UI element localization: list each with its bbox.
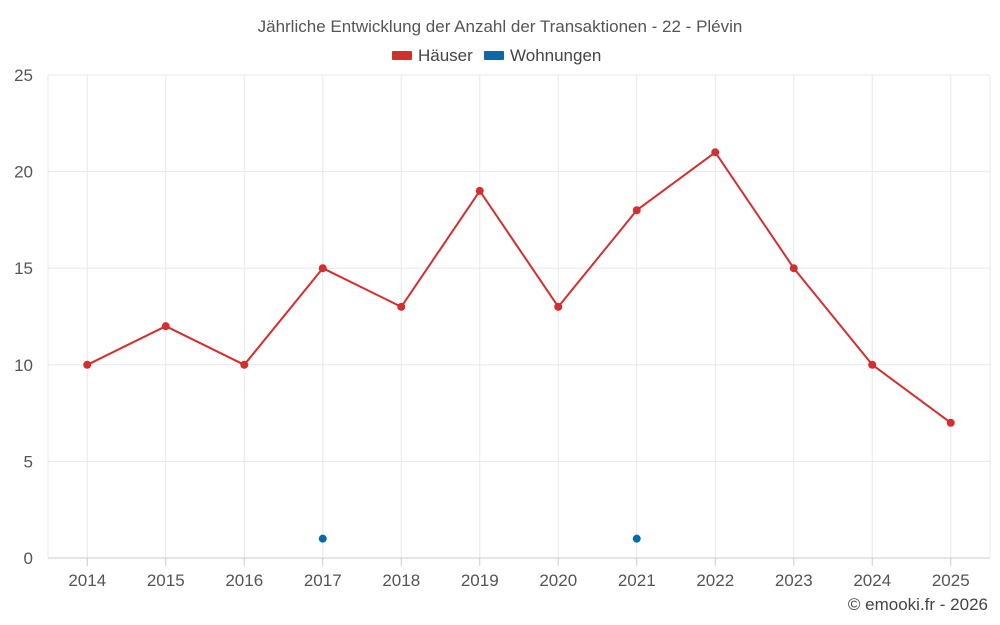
legend-swatch-h-user [392,51,412,60]
y-tick-label: 20 [14,163,33,182]
x-tick-label: 2017 [304,571,342,590]
data-point-h-user-2021[interactable] [632,206,641,215]
x-tick-label: 2023 [775,571,813,590]
x-tick-label: 2020 [539,571,577,590]
data-point-h-user-2018[interactable] [397,302,406,311]
credit-text: © emooki.fr - 2026 [848,595,988,614]
y-tick-label: 25 [14,66,33,85]
data-point-h-user-2020[interactable] [554,302,563,311]
data-point-h-user-2019[interactable] [475,186,484,195]
x-tick-label: 2021 [618,571,656,590]
x-tick-label: 2019 [461,571,499,590]
series [83,148,955,543]
x-tick-label: 2018 [382,571,420,590]
data-point-h-user-2014[interactable] [83,360,92,369]
data-point-wohnungen-2021[interactable] [632,534,641,543]
y-tick-label: 5 [24,452,33,471]
data-point-h-user-2023[interactable] [789,264,798,273]
chart-title: Jährliche Entwicklung der Anzahl der Tra… [258,17,743,36]
y-tick-label: 0 [24,549,33,568]
x-tick-label: 2014 [68,571,106,590]
legend: Häuser Wohnungen [392,46,601,65]
series-line-h-user [86,151,952,424]
y-tick-label: 10 [14,356,33,375]
grid [47,74,991,558]
data-point-h-user-2025[interactable] [946,418,955,427]
x-tick-label: 2022 [696,571,734,590]
y-tick-label: 15 [14,259,33,278]
x-tick-label: 2016 [225,571,263,590]
data-point-h-user-2022[interactable] [711,148,720,157]
x-tick-label: 2015 [147,571,185,590]
legend-label-h-user[interactable]: Häuser [418,46,473,65]
data-point-h-user-2017[interactable] [318,264,327,273]
data-point-h-user-2015[interactable] [161,322,170,331]
legend-swatch-wohnungen [484,51,504,60]
x-tick-label: 2025 [932,571,970,590]
legend-label-wohnungen[interactable]: Wohnungen [510,46,601,65]
data-point-h-user-2024[interactable] [868,360,877,369]
x-tick-label: 2024 [853,571,891,590]
data-point-h-user-2016[interactable] [240,360,249,369]
data-point-wohnungen-2017[interactable] [318,534,327,543]
